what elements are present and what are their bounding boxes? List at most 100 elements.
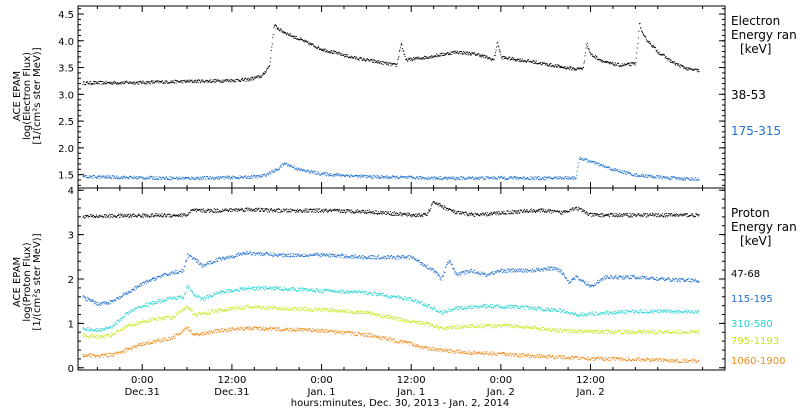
data-point (288, 165, 290, 167)
data-point (90, 214, 92, 215)
data-point (196, 81, 197, 83)
data-point (237, 178, 239, 179)
data-point (262, 254, 264, 256)
data-point (663, 175, 665, 177)
data-point (159, 215, 161, 217)
data-point (497, 271, 499, 273)
data-point (385, 177, 387, 179)
data-point (543, 62, 545, 64)
data-point (557, 210, 559, 212)
data-point (392, 257, 394, 259)
data-point (450, 260, 452, 262)
data-point (240, 253, 242, 254)
data-point (320, 174, 322, 176)
data-point (168, 179, 170, 180)
data-point (443, 54, 445, 56)
data-point (370, 176, 372, 178)
data-point (678, 278, 680, 280)
data-point (475, 272, 477, 274)
data-point (152, 178, 153, 180)
data-point (284, 32, 286, 33)
data-point (586, 213, 588, 215)
data-point (642, 33, 644, 35)
data-point (233, 79, 235, 81)
data-point (426, 215, 428, 217)
data-point (186, 177, 187, 178)
data-point (333, 174, 335, 176)
data-point (207, 177, 209, 179)
data-point (669, 60, 671, 62)
data-point (666, 176, 668, 178)
data-point (532, 209, 534, 211)
data-point (624, 276, 626, 278)
data-point (102, 82, 104, 84)
data-point (249, 209, 251, 211)
data-point (324, 48, 326, 50)
data-point (145, 214, 147, 216)
data-point (201, 79, 203, 81)
data-point (371, 58, 373, 60)
data-point (665, 279, 667, 281)
data-point (560, 176, 562, 178)
data-point (463, 270, 465, 272)
data-point (603, 166, 605, 168)
data-point (643, 213, 645, 215)
data-point (458, 211, 460, 213)
data-point (248, 177, 250, 179)
data-point (179, 176, 181, 178)
data-point (227, 256, 229, 258)
data-point (229, 207, 231, 209)
data-point (517, 209, 519, 211)
data-point (615, 213, 617, 215)
data-point (631, 277, 633, 279)
data-point (125, 80, 127, 82)
data-point (382, 211, 384, 213)
data-point (249, 177, 251, 179)
data-point (426, 214, 428, 216)
data-point (664, 176, 666, 178)
data-point (311, 170, 312, 172)
data-point (680, 279, 682, 281)
data-point (546, 266, 548, 268)
data-point (148, 81, 150, 83)
data-point (627, 63, 629, 65)
data-point (541, 64, 543, 66)
data-point (443, 208, 445, 210)
data-point (221, 259, 223, 261)
data-point (460, 271, 462, 273)
data-point (222, 210, 224, 212)
data-point (214, 208, 216, 210)
data-point (385, 61, 387, 63)
data-point (433, 201, 435, 202)
data-point (691, 213, 693, 215)
data-point (112, 175, 114, 177)
data-point (149, 279, 151, 281)
data-point (224, 208, 226, 210)
data-point (123, 175, 125, 177)
data-point (242, 176, 244, 178)
data-point (607, 275, 608, 277)
data-point (532, 178, 534, 180)
data-point (259, 175, 261, 177)
data-point (638, 176, 640, 177)
data-point (534, 212, 536, 213)
data-point (470, 270, 471, 272)
data-point (609, 276, 611, 278)
data-point (591, 161, 593, 163)
data-point (213, 208, 215, 210)
data-point (547, 210, 549, 212)
data-point (636, 175, 638, 177)
data-point (243, 210, 244, 211)
data-point (102, 83, 104, 85)
data-point (218, 80, 220, 81)
data-point (567, 178, 569, 180)
data-point (445, 266, 447, 268)
data-point (178, 215, 180, 217)
data-point (140, 176, 142, 178)
data-point (527, 59, 529, 61)
data-point (296, 210, 298, 212)
data-point (589, 52, 591, 54)
data-point (297, 255, 299, 257)
data-point (422, 57, 424, 59)
data-point (580, 280, 582, 282)
